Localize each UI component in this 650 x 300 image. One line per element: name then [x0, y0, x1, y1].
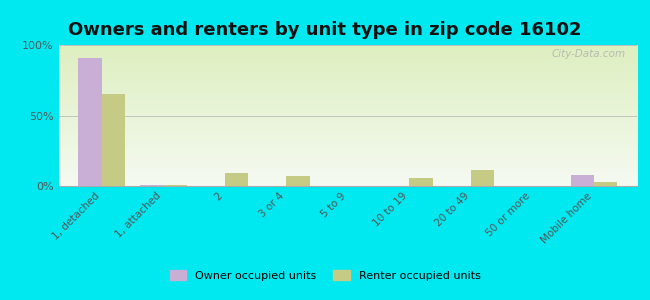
- Bar: [471, 170, 494, 186]
- Bar: [571, 175, 594, 186]
- Text: Owners and renters by unit type in zip code 16102: Owners and renters by unit type in zip c…: [68, 21, 582, 39]
- Legend: Owner occupied units, Renter occupied units: Owner occupied units, Renter occupied un…: [165, 266, 485, 285]
- Text: City-Data.com: City-Data.com: [551, 49, 625, 59]
- Bar: [225, 173, 248, 186]
- Bar: [101, 94, 125, 186]
- Bar: [410, 178, 433, 186]
- Bar: [286, 176, 309, 186]
- Bar: [140, 184, 163, 186]
- Bar: [78, 58, 101, 186]
- Bar: [163, 184, 187, 186]
- Bar: [594, 182, 618, 186]
